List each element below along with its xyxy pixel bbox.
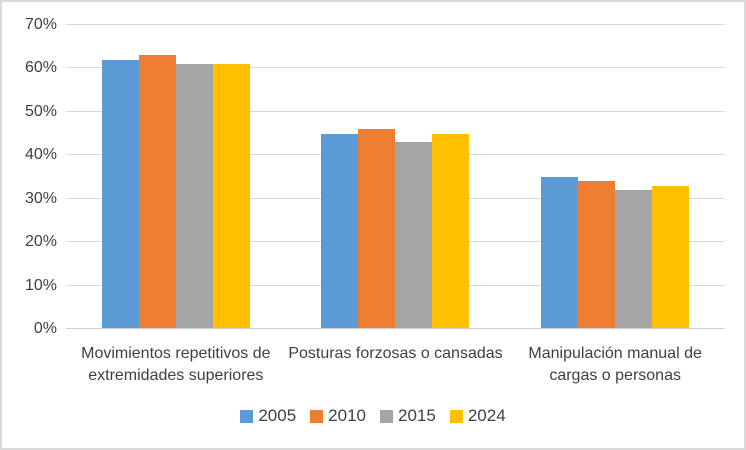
bar-2024 bbox=[652, 185, 690, 329]
legend-swatch-2015 bbox=[380, 409, 393, 423]
bar-2015 bbox=[175, 64, 213, 329]
y-axis-tick-label: 60% bbox=[24, 59, 57, 77]
x-axis-category-label: Movimientos repetitivos de extremidades s… bbox=[81, 345, 271, 384]
bar-2010 bbox=[138, 55, 176, 329]
bar-2010 bbox=[578, 181, 616, 329]
bar-2005 bbox=[541, 177, 579, 329]
bar-2005 bbox=[321, 133, 359, 329]
legend-label-2010: 2010 bbox=[328, 406, 366, 425]
legend-label-2005: 2005 bbox=[258, 406, 297, 425]
y-axis-tick-label: 10% bbox=[24, 276, 57, 294]
bar-2015 bbox=[615, 190, 653, 329]
legend-swatch-2024 bbox=[449, 409, 463, 423]
legend-item-2015: 2015 bbox=[380, 406, 436, 426]
y-axis-tick-label: 30% bbox=[24, 189, 57, 207]
bar-2010 bbox=[358, 129, 396, 329]
plot-area bbox=[66, 24, 725, 329]
legend-swatch-2005 bbox=[240, 409, 254, 423]
legend-label-2024: 2024 bbox=[467, 406, 506, 425]
gridline bbox=[66, 110, 725, 112]
bar-2015 bbox=[395, 142, 433, 329]
legend: 2005 2010 2015 2024 bbox=[2, 404, 744, 428]
y-axis-tick-label: 20% bbox=[24, 233, 57, 251]
x-axis-line bbox=[66, 328, 725, 329]
gridline bbox=[66, 24, 725, 25]
bar-group bbox=[505, 25, 725, 329]
y-axis-tick-label: 0% bbox=[33, 320, 57, 337]
bar-2024 bbox=[212, 64, 250, 329]
gridline bbox=[66, 67, 725, 69]
legend-item-2010: 2010 bbox=[310, 406, 366, 426]
x-axis-category-label: Manipulación manual de cargas o personas bbox=[528, 345, 702, 384]
y-axis-tick-label: 70% bbox=[24, 16, 57, 33]
bar-group bbox=[66, 25, 286, 329]
bar-group bbox=[286, 25, 506, 329]
x-axis-category-label: Posturas forzosas o cansadas bbox=[288, 345, 503, 362]
bar-2024 bbox=[432, 133, 470, 329]
legend-label-2015: 2015 bbox=[398, 406, 436, 425]
y-axis-tick-label: 40% bbox=[24, 146, 57, 164]
legend-swatch-2010 bbox=[310, 409, 324, 423]
bar-2005 bbox=[101, 59, 139, 329]
y-axis-tick-label: 50% bbox=[24, 102, 57, 120]
legend-item-2024: 2024 bbox=[449, 406, 506, 426]
legend-item-2005: 2005 bbox=[240, 406, 296, 426]
